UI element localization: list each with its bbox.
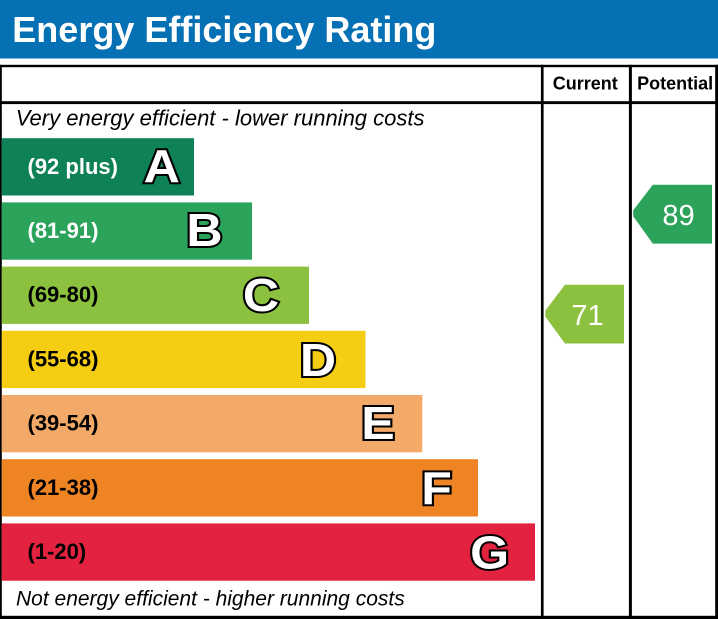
svg-text:Not energy efficient - higher: Not energy efficient - higher running co… xyxy=(16,588,405,611)
svg-text:B: B xyxy=(186,205,222,257)
svg-text:(92 plus): (92 plus) xyxy=(28,154,118,179)
svg-text:Very energy efficient - lower: Very energy efficient - lower running co… xyxy=(16,106,425,131)
svg-text:Energy Efficiency Rating: Energy Efficiency Rating xyxy=(12,9,436,50)
svg-text:(21-38): (21-38) xyxy=(28,475,99,500)
svg-text:Potential: Potential xyxy=(637,73,713,93)
svg-text:D: D xyxy=(300,335,336,387)
svg-text:F: F xyxy=(421,463,452,515)
svg-text:89: 89 xyxy=(662,200,694,232)
svg-text:G: G xyxy=(470,527,509,579)
svg-text:(81-91): (81-91) xyxy=(28,218,99,243)
svg-text:Current: Current xyxy=(553,73,618,93)
svg-text:(69-80): (69-80) xyxy=(28,282,99,307)
svg-text:(55-68): (55-68) xyxy=(28,346,99,371)
svg-text:71: 71 xyxy=(571,300,603,332)
svg-text:E: E xyxy=(361,398,394,450)
svg-text:A: A xyxy=(144,141,180,193)
svg-text:C: C xyxy=(243,270,279,322)
svg-text:(1-20): (1-20) xyxy=(28,539,87,564)
svg-text:(39-54): (39-54) xyxy=(28,411,99,436)
